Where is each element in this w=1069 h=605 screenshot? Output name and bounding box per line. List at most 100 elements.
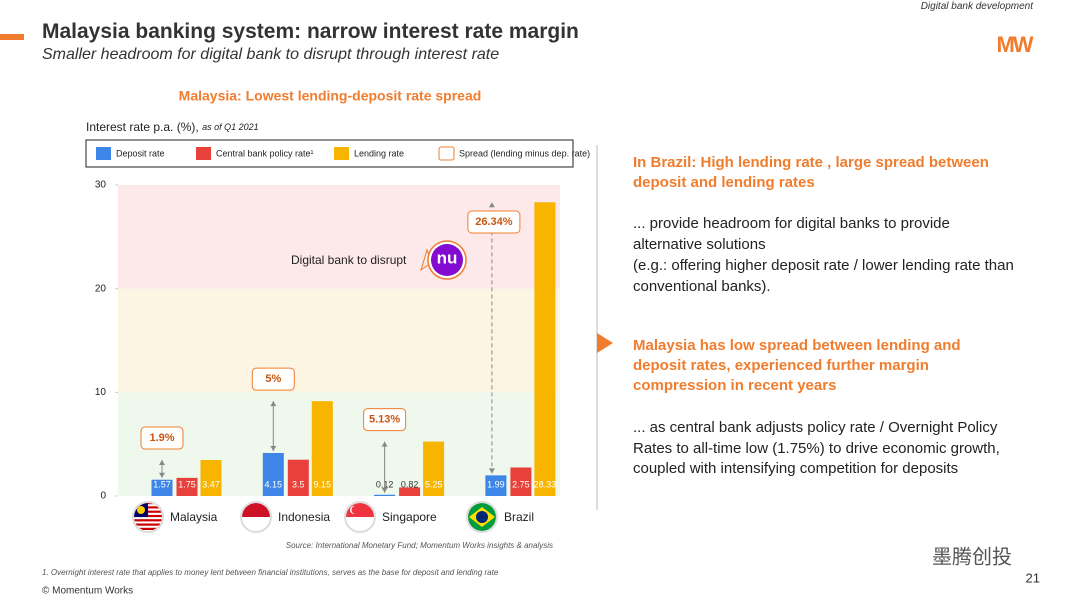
arrow-head [270, 401, 277, 407]
y-tick-label: 30 [95, 180, 107, 191]
value-label: 1.57 [153, 479, 171, 489]
value-label: 4.15 [265, 479, 283, 489]
spread-label-box [363, 408, 407, 432]
flag-part [346, 503, 374, 517]
flag-part [137, 506, 145, 514]
bar [262, 452, 284, 496]
source: Source: International Monetary Fund; Mom… [286, 541, 553, 550]
value-label: 1.75 [178, 479, 196, 489]
background-band [118, 185, 560, 289]
flag-ring [132, 501, 164, 533]
annotation: Digital bank to disrupt [291, 253, 407, 267]
y-tick-label: 20 [95, 283, 107, 294]
panel-body: ... as central bank adjusts policy rate … [633, 419, 1000, 477]
flag-part [351, 506, 360, 514]
flag-part [134, 519, 162, 522]
flag-inner [242, 503, 270, 517]
x-tick-label: Brazil [504, 510, 534, 524]
bar [374, 494, 396, 496]
background-bands [118, 185, 560, 496]
y-label-text: Interest rate p.a. (%), [86, 120, 199, 134]
logo: MW [996, 32, 1033, 57]
spread-label-box [251, 367, 295, 391]
y-axis-label: Interest rate p.a. (%), as of Q1 2021 [86, 120, 259, 134]
bar [287, 459, 309, 496]
x-tick-label: Singapore [382, 510, 437, 524]
panel-body: (e.g.: offering higher deposit rate / lo… [633, 257, 1014, 295]
flag-inner [468, 503, 496, 531]
nu-logo [431, 244, 463, 276]
header-tag: Digital bank development [920, 1, 1033, 12]
value-label: 1.99 [487, 479, 505, 489]
legend-swatch [96, 147, 111, 160]
panel-heading: In Brazil: High lending rate , large spr… [633, 154, 989, 191]
flag [132, 501, 164, 533]
arrow-head [488, 468, 495, 474]
bar [399, 487, 421, 496]
value-label: 2.75 [512, 479, 530, 489]
legend-label: Spread (lending minus dep. rate) [459, 148, 590, 158]
arrow-head [381, 441, 388, 447]
x-tick-label: Malaysia [170, 510, 218, 524]
flag-ring [240, 501, 272, 533]
legend-label: Deposit rate [116, 148, 165, 158]
divider-arrow [597, 333, 613, 353]
page-number: 21 [1026, 570, 1040, 585]
footnote: 1. Overnight interest rate that applies … [42, 568, 499, 577]
bar [151, 479, 173, 496]
title: Malaysia banking system: narrow interest… [42, 20, 579, 43]
arrow-head [159, 472, 165, 478]
legend-swatch [196, 147, 211, 160]
legend-swatch [334, 147, 349, 160]
panel-body: ... provide headroom for digital banks t… [633, 215, 950, 253]
bar [510, 467, 532, 496]
background-band [118, 288, 560, 393]
y-label-note: as of Q1 2021 [202, 122, 259, 132]
y-tick-label: 10 [95, 387, 107, 398]
accent-bar [0, 34, 24, 40]
spread-label: 26.34% [475, 216, 513, 228]
value-label: 28.33 [534, 479, 557, 489]
arrow-head [159, 460, 165, 466]
spread-label: 5.13% [369, 413, 400, 425]
chart-title: Malaysia: Lowest lending-deposit rate sp… [179, 88, 482, 104]
bar [200, 460, 222, 496]
x-tick-label: Indonesia [278, 510, 330, 524]
flag-inner [346, 503, 374, 517]
flag-part [476, 511, 488, 523]
nu-logo-text: nu [437, 248, 458, 267]
watermark: 墨腾创投 [932, 545, 1012, 568]
y-tick-label: 0 [100, 491, 106, 502]
flag-part [134, 527, 162, 530]
value-label: 3.47 [202, 479, 220, 489]
arrow-head [270, 445, 277, 451]
panel-heading: Malaysia has low spread between lending … [633, 337, 961, 394]
spread-label-box [140, 426, 184, 450]
flag [344, 501, 376, 533]
value-label: 3.5 [292, 479, 305, 489]
bar [311, 401, 333, 496]
bar [176, 477, 198, 496]
flag-part [134, 523, 162, 526]
spread-label: 1.9% [149, 432, 174, 444]
flag-ring [466, 501, 498, 533]
flag [466, 501, 498, 533]
flag [240, 501, 272, 533]
flag-ring [344, 501, 376, 533]
flag-part [242, 503, 270, 517]
value-label: 0.82 [401, 479, 419, 489]
value-label: 5.25 [425, 479, 443, 489]
legend-box [85, 139, 574, 168]
spread-label: 5% [265, 373, 281, 385]
bar [534, 202, 556, 497]
spread-label-box [467, 210, 521, 234]
legend-label: Lending rate [354, 148, 404, 158]
arrow-head [381, 487, 388, 493]
bar [485, 475, 507, 496]
subtitle: Smaller headroom for digital bank to dis… [42, 46, 500, 63]
arrow-head [488, 202, 495, 208]
copyright: © Momentum Works [42, 586, 133, 597]
bar [423, 441, 445, 496]
